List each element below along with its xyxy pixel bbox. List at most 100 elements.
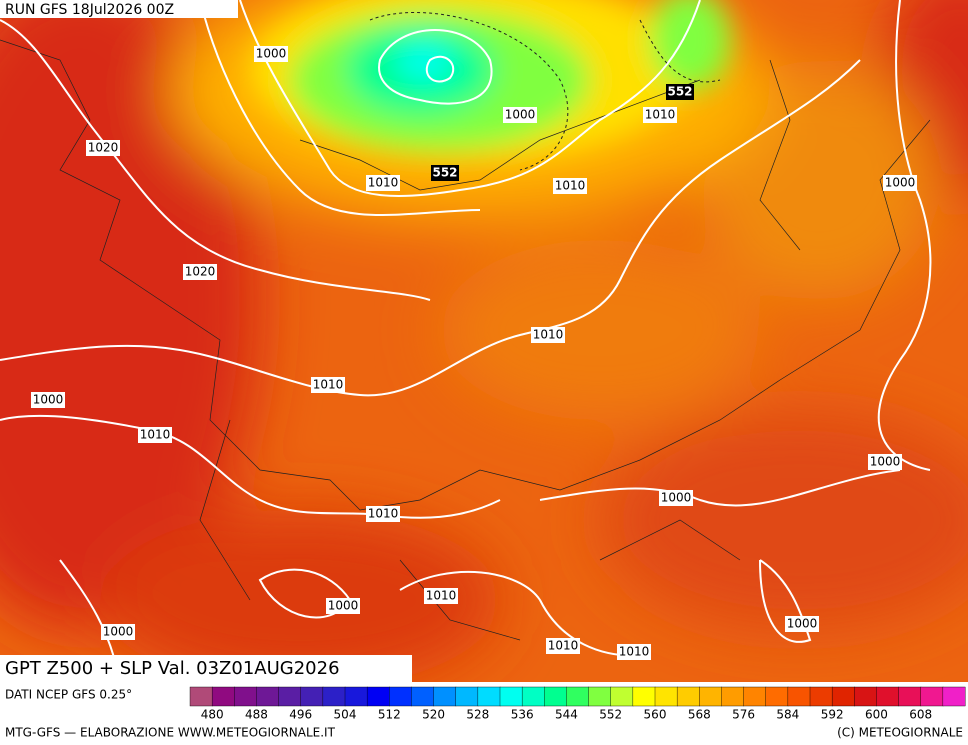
colorbar-tick-label: 576 xyxy=(732,708,755,722)
color-swatch xyxy=(521,686,545,707)
isobar-label: 1000 xyxy=(33,393,64,407)
isobar-label-box xyxy=(503,107,537,123)
colorbar-tick-label: 504 xyxy=(334,708,357,722)
color-swatch xyxy=(300,686,324,707)
isobar-label: 1000 xyxy=(328,599,359,613)
footer-left: MTG-GFS — ELABORAZIONE WWW.METEOGIORNALE… xyxy=(5,726,336,740)
color-swatch xyxy=(721,686,745,707)
color-swatch xyxy=(566,686,590,707)
color-swatch xyxy=(743,686,767,707)
isobar-label-box xyxy=(785,616,819,632)
color-swatch xyxy=(676,686,700,707)
isobar-label-box xyxy=(643,107,677,123)
isobar-label: 1020 xyxy=(88,141,119,155)
color-swatch xyxy=(654,686,678,707)
isobar-label: 1000 xyxy=(505,108,536,122)
color-swatch xyxy=(942,686,966,707)
color-swatch xyxy=(699,686,722,707)
isobar-label: 1010 xyxy=(368,507,399,521)
colorbar-tick-label: 528 xyxy=(466,708,489,722)
isobar-label: 1000 xyxy=(103,625,134,639)
isobar-label-box xyxy=(531,327,565,343)
isobar-label: 1020 xyxy=(185,265,216,279)
isobar-label-box xyxy=(553,178,587,194)
color-swatch xyxy=(433,686,457,707)
colorbar-tick-label: 480 xyxy=(201,708,224,722)
colorbar-tick-label: 544 xyxy=(555,708,578,722)
color-swatch xyxy=(411,686,435,707)
isobar-label-box xyxy=(366,175,400,191)
isobar-label-box xyxy=(101,624,135,640)
isobar-label-box xyxy=(424,588,458,604)
run-box xyxy=(0,0,238,18)
map-labels: 1000 1020 1010 1000 1010 1010 1000 1020 1010 1010… xyxy=(31,46,917,660)
isobar-label-box xyxy=(311,377,345,393)
color-swatch xyxy=(876,686,900,707)
color-swatch xyxy=(366,686,390,707)
isobar-label: 1010 xyxy=(619,645,650,659)
isobar-label-box xyxy=(868,454,902,470)
isobar-label: 1000 xyxy=(256,47,287,61)
colorbar-tick-label: 584 xyxy=(776,708,799,722)
z500-label: 552 xyxy=(432,166,457,180)
colorbar-tick-label: 600 xyxy=(865,708,888,722)
colorbar-tick-label: 592 xyxy=(821,708,844,722)
color-swatch xyxy=(854,686,877,707)
color-swatch xyxy=(588,686,612,707)
color-swatch xyxy=(256,686,280,707)
colorbar-tick-label: 568 xyxy=(688,708,711,722)
z500-label: 552 xyxy=(667,85,692,99)
title-box xyxy=(0,655,412,682)
isobar-label: 1000 xyxy=(885,176,916,190)
color-swatch xyxy=(278,686,302,707)
color-swatch xyxy=(610,686,634,707)
colorbar-tick-label: 552 xyxy=(599,708,622,722)
isobar-label-box xyxy=(183,264,217,280)
colorbar-tick-label: 488 xyxy=(245,708,268,722)
isobar-label: 1010 xyxy=(645,108,676,122)
isobar-label: 1010 xyxy=(533,328,564,342)
map xyxy=(0,0,968,682)
isobar-label: 1010 xyxy=(555,179,586,193)
footer-right: (C) METEOGIORNALE xyxy=(837,726,963,740)
color-swatch xyxy=(765,686,789,707)
isobar-label: 1000 xyxy=(870,455,901,469)
colorbar-tick-label: 520 xyxy=(422,708,445,722)
color-swatch xyxy=(898,686,922,707)
color-swatch xyxy=(831,686,855,707)
source: DATI NCEP GFS 0.25° xyxy=(5,688,132,702)
isobar-label-box xyxy=(659,490,693,506)
isobar-label-box xyxy=(138,427,172,443)
color-swatch xyxy=(920,686,944,707)
isobar-label-box xyxy=(617,644,651,660)
isobar-label: 1010 xyxy=(313,378,344,392)
color-swatch xyxy=(322,686,346,707)
isobar-label-box xyxy=(883,175,917,191)
isobar-label: 1010 xyxy=(140,428,171,442)
isobar-label-box xyxy=(366,506,400,522)
run-label: RUN GFS 18Jul2026 00Z xyxy=(5,2,174,18)
color-swatch xyxy=(211,686,235,707)
map-title: GPT Z500 + SLP Val. 03Z01AUG2026 xyxy=(5,658,340,679)
isobar-label-box xyxy=(86,140,120,156)
color-swatch xyxy=(234,686,257,707)
color-swatch xyxy=(344,686,368,707)
colorbar: 480 488 496 504 512 520 528 536 544 552 560 568 576 5… xyxy=(189,686,966,722)
z500-label-box xyxy=(666,84,694,100)
color-swatch xyxy=(632,686,656,707)
colorbar-tick-label: 512 xyxy=(378,708,401,722)
isobar-label-box xyxy=(31,392,65,408)
isobar-label: 1010 xyxy=(368,176,399,190)
colorbar-tick-label: 496 xyxy=(289,708,312,722)
isobar-label: 1000 xyxy=(787,617,818,631)
color-swatch xyxy=(499,686,523,707)
colorbar-tick-label: 608 xyxy=(909,708,932,722)
isobar-label: 1000 xyxy=(661,491,692,505)
isobar-label-box xyxy=(326,598,360,614)
isobar-label-box xyxy=(546,638,580,654)
colorbar-tick-label: 560 xyxy=(644,708,667,722)
isobar-label: 1010 xyxy=(548,639,579,653)
isobar-label: 1010 xyxy=(426,589,457,603)
color-swatch xyxy=(389,686,412,707)
